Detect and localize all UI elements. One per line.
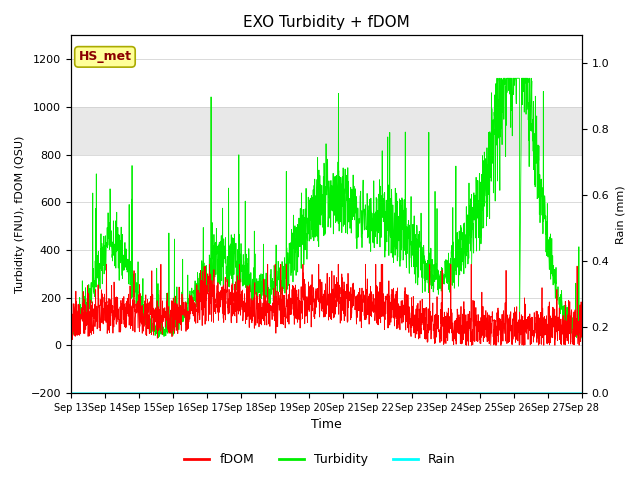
Legend: fDOM, Turbidity, Rain: fDOM, Turbidity, Rain: [179, 448, 461, 471]
Bar: [71, 107, 582, 155]
Y-axis label: Rain (mm): Rain (mm): [615, 185, 625, 243]
Y-axis label: Turbidity (FNU), fDOM (QSU): Turbidity (FNU), fDOM (QSU): [15, 135, 25, 293]
Title: EXO Turbidity + fDOM: EXO Turbidity + fDOM: [243, 15, 410, 30]
X-axis label: Time: Time: [311, 419, 342, 432]
Text: HS_met: HS_met: [79, 50, 131, 63]
